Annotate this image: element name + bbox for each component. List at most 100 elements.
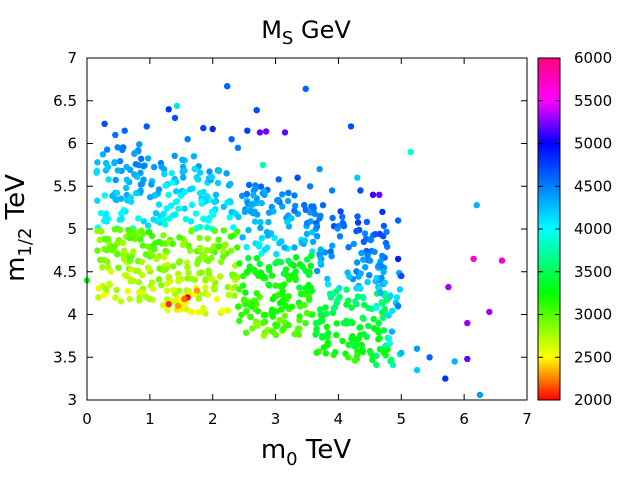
data-point	[224, 307, 232, 314]
data-point	[215, 243, 223, 250]
data-point	[261, 188, 268, 195]
data-point	[281, 129, 289, 136]
data-point	[308, 252, 315, 259]
colorbar-tick-label: 4500	[574, 177, 612, 195]
data-point	[175, 259, 182, 266]
data-point	[211, 198, 218, 206]
data-point	[243, 268, 250, 276]
data-point	[265, 282, 273, 289]
data-point	[103, 210, 110, 217]
data-point	[245, 226, 252, 234]
data-point	[96, 236, 103, 244]
x-tick-label: 0	[82, 410, 92, 428]
data-point	[389, 307, 396, 315]
data-point	[307, 284, 314, 291]
data-point	[388, 328, 396, 335]
data-point	[153, 255, 160, 263]
data-point	[224, 83, 231, 90]
data-point	[235, 303, 242, 310]
data-point	[166, 215, 173, 222]
data-point	[167, 202, 175, 209]
colorbar-tick-label: 3000	[574, 306, 612, 324]
data-point	[208, 173, 216, 181]
data-point	[445, 283, 452, 291]
data-point	[329, 214, 336, 222]
data-point	[407, 148, 414, 156]
data-point	[101, 235, 108, 243]
data-point	[230, 224, 237, 231]
data-point	[228, 247, 235, 255]
data-point	[130, 277, 137, 284]
data-point	[281, 312, 288, 319]
data-point	[171, 152, 178, 159]
data-point	[165, 106, 172, 113]
data-point	[294, 174, 301, 181]
data-point	[229, 271, 236, 278]
data-point	[317, 246, 324, 253]
data-point	[387, 292, 394, 299]
y-tick-label: 7	[67, 49, 77, 67]
data-point	[326, 290, 334, 297]
data-point	[240, 296, 248, 303]
data-point	[363, 333, 370, 340]
data-point	[337, 208, 344, 215]
data-point	[363, 218, 371, 226]
data-point	[375, 319, 382, 327]
data-point	[175, 205, 182, 212]
data-point	[275, 176, 282, 183]
data-point	[344, 269, 351, 276]
data-point	[135, 279, 143, 286]
data-point	[268, 309, 275, 316]
data-point	[175, 287, 183, 294]
data-point	[217, 258, 225, 266]
colorbar-tick-label: 6000	[574, 49, 612, 67]
data-point	[187, 218, 195, 225]
data-point	[127, 194, 134, 201]
data-point	[231, 292, 238, 299]
data-point	[187, 186, 194, 193]
data-point	[285, 321, 292, 329]
data-point	[138, 180, 146, 187]
data-point	[258, 234, 265, 242]
data-point	[313, 267, 321, 275]
data-point	[343, 317, 350, 325]
data-point	[215, 167, 222, 175]
data-point	[196, 223, 204, 231]
data-point	[301, 237, 309, 244]
data-point	[202, 284, 209, 291]
data-point	[114, 144, 121, 151]
data-point	[131, 171, 138, 178]
data-point	[394, 217, 402, 224]
data-point	[161, 221, 169, 228]
data-point	[130, 248, 137, 255]
data-point	[240, 273, 247, 280]
data-point	[124, 287, 131, 295]
data-point	[360, 256, 367, 263]
data-point	[95, 294, 102, 301]
data-point	[292, 254, 300, 261]
data-point	[236, 317, 243, 325]
data-point	[277, 258, 285, 266]
data-point	[348, 335, 355, 342]
data-point	[328, 187, 336, 194]
data-point	[239, 282, 247, 289]
data-point	[97, 210, 105, 217]
data-point	[375, 336, 382, 343]
data-point	[313, 223, 321, 230]
data-point	[139, 242, 146, 249]
data-point	[217, 273, 224, 280]
data-point	[362, 235, 370, 243]
data-point	[135, 215, 142, 222]
data-point	[163, 287, 171, 295]
data-point	[323, 332, 331, 340]
data-point	[112, 294, 119, 301]
data-point	[383, 228, 390, 236]
data-point	[366, 347, 374, 355]
data-point	[112, 176, 119, 184]
data-point	[195, 256, 202, 263]
data-point	[198, 269, 205, 276]
data-point	[330, 305, 337, 312]
data-point	[413, 366, 421, 374]
data-point	[163, 296, 171, 303]
data-point	[263, 228, 271, 236]
